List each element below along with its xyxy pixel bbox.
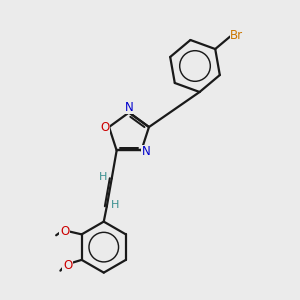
Text: O: O xyxy=(60,225,69,238)
Text: O: O xyxy=(63,260,72,272)
Text: N: N xyxy=(142,146,150,158)
Text: O: O xyxy=(100,121,110,134)
Text: Br: Br xyxy=(230,29,243,42)
Text: H: H xyxy=(111,200,119,210)
Text: H: H xyxy=(99,172,107,182)
Text: N: N xyxy=(125,101,134,114)
